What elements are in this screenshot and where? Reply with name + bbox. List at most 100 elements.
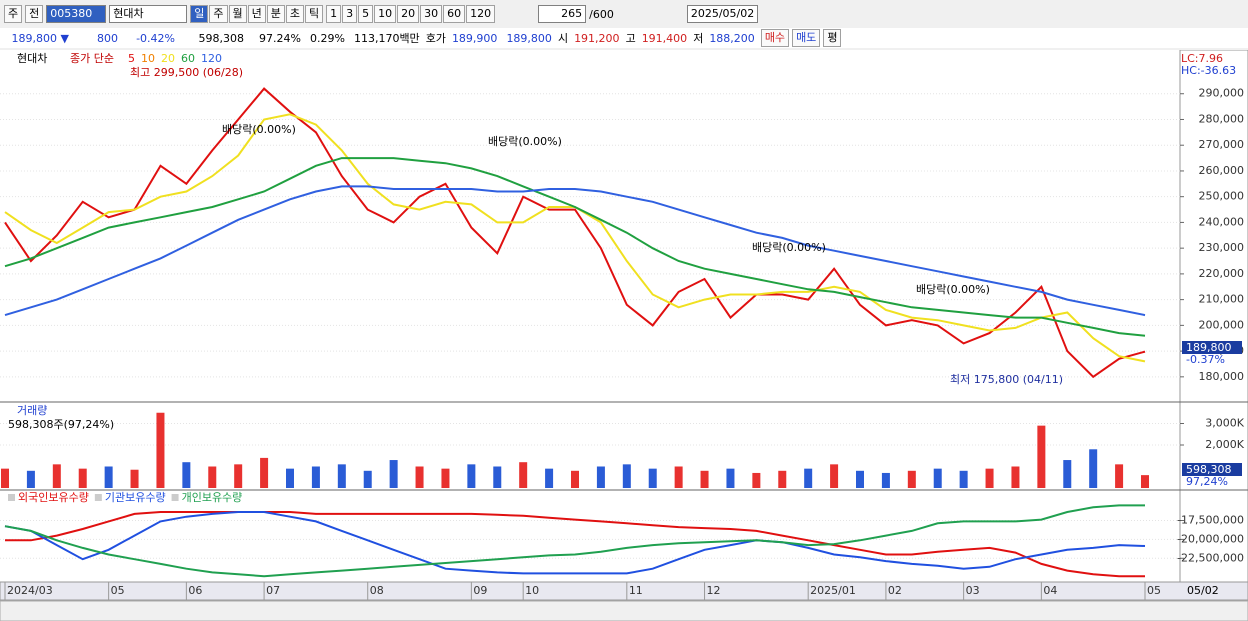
toolbar-button[interactable]: 120 (466, 5, 496, 23)
x-tick-label: 10 (525, 584, 539, 597)
chart: 180,000190,000200,000210,000220,000230,0… (0, 50, 1248, 621)
sell-button[interactable]: 매도 (792, 29, 821, 47)
toolbar-button[interactable]: 1 (326, 5, 342, 23)
toolbar-button[interactable]: 3 (342, 5, 358, 23)
legend-swatch (171, 494, 179, 501)
buy-button[interactable]: 매수 (760, 29, 790, 47)
x-tick-label: 07 (266, 584, 280, 597)
button[interactable]: 주 (4, 5, 23, 23)
volume-bar (596, 466, 605, 488)
y-tick-label: 250,000 (1199, 190, 1245, 203)
volume-badge (1182, 463, 1242, 476)
last-change: -0.37% (1186, 353, 1225, 366)
volume-title: 거래량 (17, 404, 47, 417)
volume-bar (441, 468, 450, 488)
price: 189,800 ▼ (11, 31, 69, 45)
volume-bar (778, 470, 787, 488)
volume-bar (467, 464, 476, 488)
toolbar-button[interactable]: 10 (374, 5, 397, 23)
volume-bar (985, 468, 994, 488)
volume-bar (415, 466, 424, 488)
toolbar-button[interactable]: 일 (190, 5, 209, 23)
axis-bg (1179, 50, 1248, 583)
corner-label: LC:7.96 (1181, 52, 1223, 65)
toolbar-button[interactable]: 월 (228, 5, 247, 23)
toolbar-button[interactable]: 5 (358, 5, 374, 23)
toolbar-button[interactable]: 초 (285, 5, 304, 23)
legend-entry: 10 (141, 52, 155, 65)
series-line (4, 504, 1145, 578)
legend-entry: 60 (181, 52, 195, 65)
x-tick-label: 08 (370, 584, 384, 597)
volume-bar (545, 468, 554, 488)
volume-bar (856, 470, 864, 488)
count[interactable]: 265 (538, 5, 587, 23)
volume-bar (130, 469, 139, 488)
legend-swatch (8, 494, 15, 501)
y-tick-label: 280,000 (1199, 112, 1245, 125)
volume-bar (78, 468, 87, 488)
y-tick-label: 270,000 (1199, 138, 1245, 151)
annotation: 배당락(0.00%) (916, 283, 990, 296)
date-input[interactable]: 2025/05/02 (686, 5, 759, 23)
x-tick-label: 05 (111, 584, 125, 597)
toolbar-button[interactable]: 분 (266, 5, 285, 23)
title: 현대차 (17, 52, 47, 65)
code-input[interactable]: 005380 (46, 5, 107, 23)
volume-bar (752, 472, 761, 488)
volume-bar (1, 468, 9, 488)
volume-bar (156, 412, 165, 488)
y-tick-label: 260,000 (1199, 164, 1245, 177)
high: 191,400 (641, 31, 688, 45)
low: 188,200 (709, 31, 755, 45)
annotation: 배당락(0.00%) (488, 135, 562, 148)
series-line (4, 87, 1146, 379)
button[interactable]: 전 (25, 5, 44, 23)
y-tick-label: 230,000 (1199, 241, 1245, 254)
toolbar-button[interactable]: 년 (247, 5, 266, 23)
name-input[interactable]: 현대차 (109, 5, 188, 23)
volume-bar (830, 464, 839, 488)
volume-bar (726, 468, 735, 488)
toolbar-button[interactable]: 60 (443, 5, 466, 23)
volume-bar (804, 468, 813, 488)
amount: 113,170백만 (353, 32, 420, 45)
y-tick-label: 3,000K (1205, 416, 1244, 429)
legend-entry: 외국인보유수량 (18, 491, 89, 504)
volume-bar (1115, 464, 1124, 488)
toolbar-button[interactable]: 20 (397, 5, 420, 23)
volume-bar (1037, 425, 1046, 488)
legend-entry: 5 (128, 52, 135, 65)
label: 저 (693, 32, 704, 45)
x-tick-label: 04 (1043, 584, 1057, 597)
toolbar-button[interactable]: 주 (209, 5, 228, 23)
x-tick-label: 11 (629, 584, 643, 597)
volume-bar (104, 466, 113, 488)
annotation: 배당락(0.00%) (222, 123, 296, 136)
legend-prefix: 종가 단순 (70, 52, 114, 65)
y-tick-label: -17,500,000 (1177, 514, 1244, 527)
volume-bar (959, 470, 968, 488)
price-badge (1182, 341, 1242, 354)
legend-entry: 개인보유수량 (182, 491, 243, 504)
volume: 598,308 (198, 31, 245, 45)
volume-bar (1063, 460, 1072, 488)
volume-ratio: 97.24% (259, 31, 301, 45)
x-tick-label: 05 (1147, 584, 1161, 597)
intervals: 1 3 5 10 20 30 60 120 (326, 5, 496, 23)
toolbar-button[interactable]: 30 (420, 5, 443, 23)
volume-bar (881, 472, 890, 488)
x-tick-label: 09 (473, 584, 487, 597)
bid: 189,800 (506, 31, 552, 45)
volume-bar (700, 470, 709, 488)
button[interactable]: 평 (823, 29, 842, 47)
toolbar-button[interactable]: 틱 (305, 5, 324, 23)
turnover: 0.29% (310, 31, 345, 45)
volume-subtitle: 598,308주(97,24%) (8, 418, 114, 431)
scrollbar[interactable] (0, 600, 1248, 621)
label: 시 (557, 32, 569, 45)
label: 호가 (425, 32, 446, 45)
y-tick-label: 2,000K (1205, 438, 1244, 451)
series-line (4, 511, 1146, 575)
